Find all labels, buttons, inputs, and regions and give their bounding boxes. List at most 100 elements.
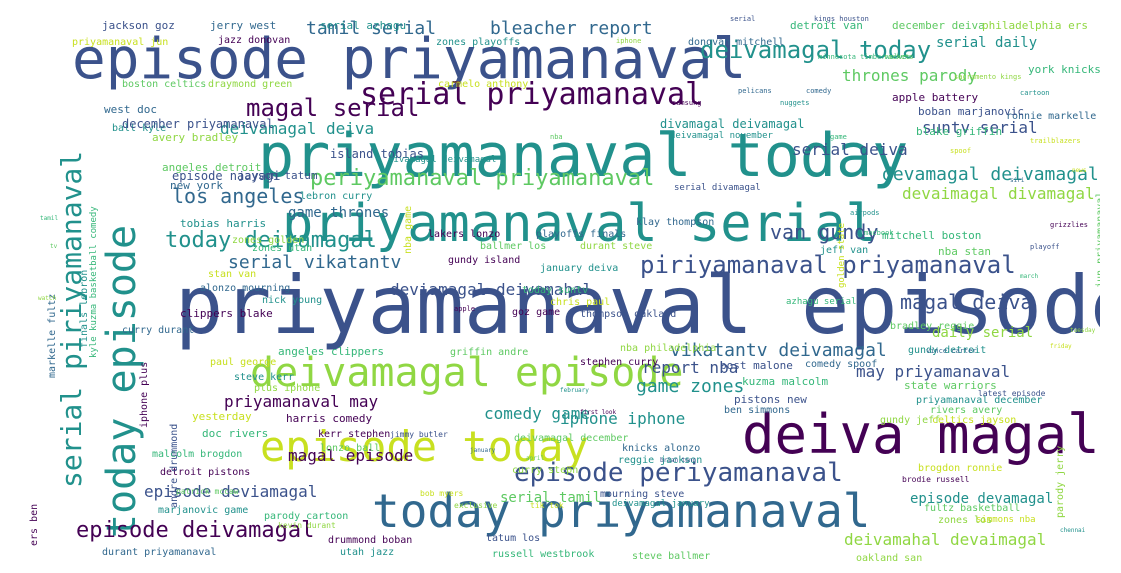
cloud-word: priyamanaval jun [72,37,169,48]
cloud-word: deivamagal december [514,433,629,444]
cloud-word: angeles clippers [278,345,384,358]
cloud-word: nba stan [938,245,991,258]
cloud-word: brogdon ronnie [918,463,1003,474]
cloud-word: blake griffin [916,125,1003,138]
cloud-word: markelle fultz [47,293,58,378]
cloud-word: exclusive [454,501,498,510]
cloud-word: gundy detroit [908,345,987,356]
cloud-word: draymond green [208,79,293,90]
cloud-word: vikatantv deivamagal [670,340,887,361]
cloud-word: ronnie markelle [1006,111,1097,122]
cloud-word: gundy island [448,255,521,266]
cloud-word: ballmer los [480,241,547,252]
cloud-word: zones golden [232,235,305,246]
cloud-word: priyamanaval episode [175,259,1100,352]
cloud-word: episode today [260,422,589,471]
cloud-word: iphone iphone [560,409,686,428]
cloud-word: pelicans [738,87,772,95]
cloud-word: kerr stephen [318,429,391,440]
cloud-word: periyamanaval priyamanaval [310,166,655,191]
word-cloud: priyamanaval episode priyamanaval today ep… [20,8,1100,564]
cloud-word: lonzo ball [320,443,381,454]
cloud-word: kings houston [814,15,869,23]
cloud-word: kevin durant [278,521,336,530]
cloud-word: suntv serial [922,118,1038,137]
cloud-word: tuesday [1070,327,1096,334]
cloud-word: klay thompson [636,217,715,228]
cloud-word: today deivamagal [165,228,377,253]
cloud-word: nba game [403,205,414,254]
cloud-word: ers ben [29,503,40,546]
cloud-word: york knicks [1028,63,1100,76]
cloud-word: episode periyamanaval [514,458,843,488]
cloud-word: jackson goz [102,19,175,32]
cloud-word: episode naayagi [172,169,281,183]
cloud-word: knicks alonzo [622,443,701,454]
cloud-word: siri [1010,177,1025,184]
cloud-word: post malone [720,359,793,372]
cloud-word: game thrones [288,205,390,221]
cloud-word: serial daily [936,35,1038,51]
cloud-word: magal episode [288,446,414,465]
cloud-word: latest episode [978,389,1046,398]
cloud-word: zones playoffs [436,37,521,48]
cloud-word: tv [50,243,58,250]
cloud-word: simmons nba [976,515,1036,525]
cloud-word: cartoon [1020,89,1050,97]
cloud-word: serial tamil [500,490,602,506]
cloud-word: playoffs finals [536,229,627,240]
cloud-word: yesterday [192,410,252,423]
cloud-word: trailblazers [1030,137,1081,145]
cloud-word: deivamagal today [700,36,932,64]
cloud-word: azhagu serial [786,297,857,307]
cloud-word: zones utah [252,243,313,254]
cloud-word: mourning steve [600,489,685,500]
cloud-word: donovan mitchell [688,37,785,48]
cloud-word: kyle kuzma basketball comedy [89,206,99,358]
cloud-word: steve kerr [234,372,295,383]
cloud-word: comedy [806,87,832,95]
cloud-word: deivamahal devaimagal [844,530,1047,549]
cloud-word: devamagal deivamagal [882,164,1099,185]
cloud-word: priyamanaval today [258,121,909,191]
cloud-word: zones los [938,515,993,526]
cloud-word: reggie jackson [618,455,703,466]
cloud-word: march [1020,273,1039,280]
cloud-word: comedy spoof [805,359,878,370]
cloud-word: rockets [884,53,914,61]
cloud-word: december deiva [892,19,985,32]
cloud-word: west doc [104,103,157,116]
cloud-word: plus iphone [254,383,321,394]
cloud-word: thrones parody [842,66,977,85]
cloud-word: serial priyamanaval [360,77,704,112]
cloud-word: tamil [40,215,59,222]
cloud-word: bleacher report [490,18,653,39]
cloud-word: grizzlies [1050,221,1088,229]
cloud-word: ben simmons [724,405,791,416]
cloud-word: island tobias [330,147,424,161]
cloud-word: kuzma malcolm [742,375,829,388]
cloud-word: divamagal deivamagal [388,155,497,165]
cloud-word: priyamanaval serial [282,194,877,254]
cloud-word: golden state [837,222,847,288]
cloud-word: philadelphia ers [982,19,1088,32]
cloud-word: devaimagal divamagal [902,184,1095,203]
cloud-word: mitchell boston [882,229,982,242]
cloud-word: minnesota timberwolves [818,53,911,61]
cloud-word: daily serial [932,325,1034,341]
cloud-word: oakland san [856,553,923,564]
cloud-word: brodie russell [902,475,970,484]
cloud-word: tamil serial [306,18,437,39]
cloud-word: los angeles [172,184,305,208]
cloud-word: jimmy butler [390,430,448,439]
cloud-word: may priyamanaval [856,362,1011,381]
cloud-word: iphone [616,37,642,45]
cloud-word: carmelo anthony [438,79,529,90]
cloud-word: parody jerry [1055,445,1066,518]
cloud-word: ball kyle [112,123,167,134]
cloud-word: fultz basketball [924,503,1021,514]
cloud-word: episode priyamanaval [72,27,747,92]
cloud-word: game zones [636,376,745,397]
cloud-word: jeff van [820,245,869,256]
cloud-word: malcolm brogdon [152,449,243,460]
